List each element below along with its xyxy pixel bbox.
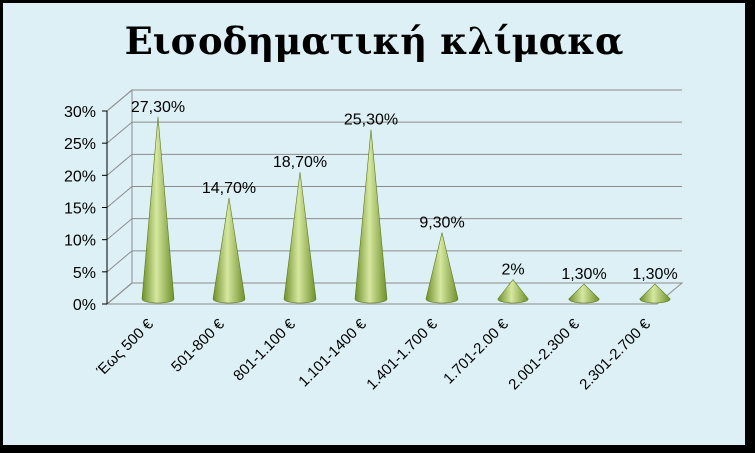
gridline-side [106,186,133,208]
x-tick-label: 501-800 € [168,315,228,375]
chart-title: Εισοδηματική κλίμακα [124,19,624,63]
x-tick-label: Έως 500 € [93,315,157,379]
bar-cone [141,116,175,304]
data-label: 1,30% [561,266,606,283]
data-label: 14,70% [202,180,256,197]
data-label: 27,30% [131,99,185,116]
x-tick-label: 801-1.100 € [230,315,299,384]
bar-cone [283,172,317,304]
cone-chart: 0% 5% 10% 15% 20% 25% 30% 27,30% 14,70% 18,70% 25,… [64,88,684,393]
bar-cone [212,197,246,304]
x-tick-label: 2.001-2.300 € [505,315,583,393]
y-tick-label: 15% [64,201,96,218]
gridline-side [106,89,133,112]
data-label: 18,70% [273,154,327,171]
bar-cone [568,283,600,304]
x-tick-label: 1.101-1400 € [295,315,370,390]
gridline-side [106,153,133,176]
x-tick-label: 1.401-1.700 € [363,315,441,393]
gridline-side [106,250,133,273]
chart-panel: Εισοδηματική κλίμακα 0% 5% 10% 15% 20% 25% 30%… [3,3,745,445]
gridline-side [106,121,133,144]
y-tick-label: 20% [64,168,96,185]
bar-cone [354,129,388,304]
x-tick-label: 2.301-2.700 € [576,315,654,393]
data-label: 1,30% [632,266,677,283]
gridline-side [106,218,133,241]
bar-cone [639,283,671,304]
y-tick-label: 30% [64,104,96,121]
bar-cone [497,279,529,304]
y-tick-label: 10% [64,233,96,250]
y-tick-label: 0% [73,297,96,314]
x-tick-label: 1.701-2.00 € [440,315,512,387]
bar-cone [425,232,459,304]
y-tick-label: 5% [73,265,96,282]
y-tick-label: 25% [64,136,96,153]
data-label: 2% [501,262,524,279]
gridline-side [106,282,133,305]
data-label: 25,30% [344,112,398,129]
data-label: 9,30% [419,215,464,232]
